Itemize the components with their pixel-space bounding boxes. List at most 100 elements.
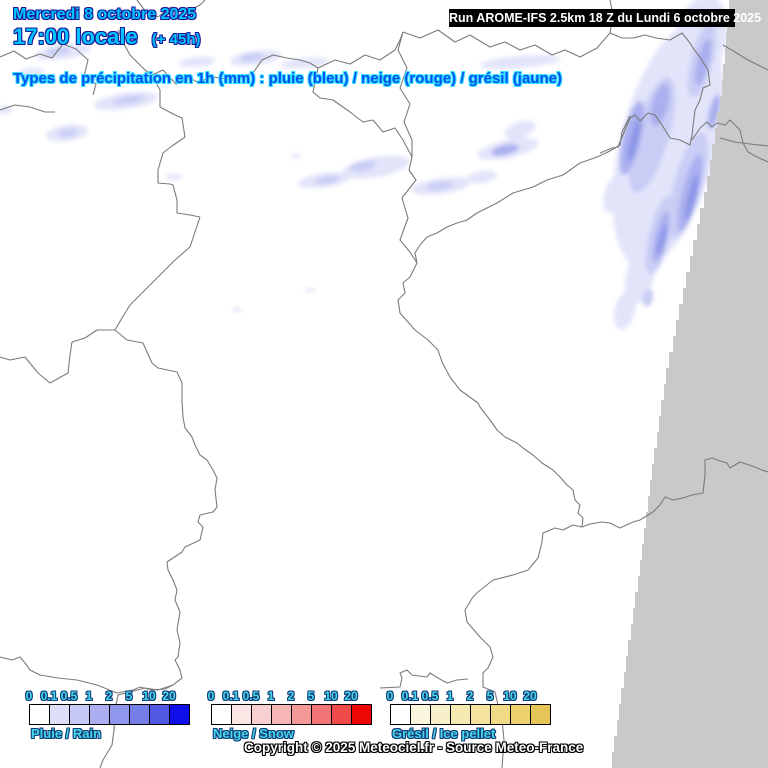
snow-scale-tick: 0.1 <box>222 689 240 703</box>
ice-scale-cell <box>510 704 531 725</box>
snow-scale-tick: 1 <box>267 689 275 703</box>
snow-scale-cell <box>251 704 272 725</box>
precip-blob <box>627 119 641 163</box>
border-line <box>691 119 768 163</box>
border-line <box>117 29 153 76</box>
precip-blob <box>685 173 699 221</box>
precip-blob <box>58 128 78 138</box>
snow-scale-cell <box>271 704 292 725</box>
snow-scale-tick: 2 <box>287 689 295 703</box>
ice-scale: 0 0.1 0.5 1 2 5 10 20 Grésil / Ice pellet <box>386 689 560 741</box>
precip-blob <box>491 144 519 156</box>
border-line <box>151 74 201 218</box>
run-info-box: Run AROME-IFS 2.5km 18 Z du Lundi 6 octo… <box>449 9 762 27</box>
ice-scale-tick: 5 <box>486 689 494 703</box>
border-line <box>99 677 183 768</box>
rain-scale-tick: 0.5 <box>60 689 78 703</box>
precip-blob <box>642 289 654 307</box>
rain-scale-cell <box>89 704 110 725</box>
ice-scale-cell <box>450 704 471 725</box>
ice-scale-cells <box>390 704 551 725</box>
ice-scale-tick: 10 <box>503 689 517 703</box>
precip-blob <box>305 288 315 292</box>
precip-blob <box>179 56 215 68</box>
ice-scale-tick: 20 <box>523 689 537 703</box>
forecast-time-line: 17:00 locale (+ 45h) <box>13 24 201 50</box>
border-line <box>312 67 413 158</box>
precip-blob <box>113 95 145 105</box>
precip-blob <box>614 290 636 330</box>
precip-blob <box>315 175 339 185</box>
rain-scale-cell <box>49 704 70 725</box>
border-line <box>114 216 201 331</box>
precip-blob <box>504 120 536 140</box>
precip-blob <box>232 308 242 312</box>
snow-scale-cells <box>211 704 372 725</box>
rain-scale-tick: 2 <box>105 689 113 703</box>
border-line <box>414 115 631 264</box>
precip-blob <box>166 174 182 180</box>
precip-blob <box>281 57 329 69</box>
precip-blob <box>350 160 376 172</box>
border-line <box>136 0 206 18</box>
precip-blob <box>707 94 721 130</box>
rain-scale-cell <box>29 704 50 725</box>
rain-scale-tick: 0 <box>25 689 33 703</box>
rain-scale-tick: 1 <box>85 689 93 703</box>
border-line <box>0 104 55 113</box>
border-line <box>464 524 583 768</box>
precip-blob <box>467 170 497 184</box>
ice-scale-cell <box>390 704 411 725</box>
ice-scale-caption: Grésil / Ice pellet <box>392 726 496 741</box>
snow-scale-tick: 10 <box>324 689 338 703</box>
precip-blob <box>657 224 667 256</box>
rain-scale-tick: 10 <box>142 689 156 703</box>
rain-scale-cells <box>29 704 190 725</box>
rain-scale-tick: 0.1 <box>40 689 58 703</box>
precip-blob <box>426 181 454 191</box>
precip-blob <box>603 177 621 213</box>
snow-scale-cell <box>311 704 332 725</box>
ice-scale-cell <box>430 704 451 725</box>
border-line <box>722 44 768 71</box>
legend-title: Types de précipitation en 1h (mm) : plui… <box>13 70 562 87</box>
border-line <box>599 42 711 154</box>
precipitation-areas <box>0 0 728 330</box>
precip-blob <box>480 55 560 69</box>
precip-blob <box>18 67 44 79</box>
snow-scale-tick: 0.5 <box>242 689 260 703</box>
snow-scale-cell <box>211 704 232 725</box>
border-line <box>114 329 218 679</box>
snow-scale-tick: 20 <box>344 689 358 703</box>
rain-scale-cell <box>149 704 170 725</box>
snow-scale-caption: Neige / Snow <box>213 726 294 741</box>
ice-scale-tick: 0.1 <box>401 689 419 703</box>
snow-scale-cell <box>231 704 252 725</box>
border-line <box>581 457 768 529</box>
ice-scale-cell <box>470 704 491 725</box>
precip-blob <box>291 154 301 158</box>
ice-scale-cell <box>530 704 551 725</box>
ice-scale-tick: 2 <box>466 689 474 703</box>
ice-scale-tick: 1 <box>446 689 454 703</box>
precip-blob <box>240 52 264 62</box>
snow-scale-tick: 5 <box>307 689 315 703</box>
precip-blob <box>0 106 12 114</box>
ice-scale-tick: 0 <box>386 689 394 703</box>
ice-scale-cell <box>410 704 431 725</box>
border-line <box>317 31 404 69</box>
border-line <box>151 54 319 85</box>
forecast-hour-offset: (+ 45h) <box>151 31 201 48</box>
snow-scale: 0 0.1 0.5 1 2 5 10 20 Neige / Snow <box>208 689 381 741</box>
border-line <box>437 349 584 528</box>
border-line <box>402 29 691 58</box>
ice-scale-tick: 0.5 <box>421 689 439 703</box>
border-line <box>397 262 439 351</box>
border-line <box>719 137 768 147</box>
forecast-date: Mercredi 8 octobre 2025 <box>13 6 197 23</box>
border-line <box>0 43 97 96</box>
rain-scale-cell <box>109 704 130 725</box>
precip-blob <box>342 155 410 179</box>
